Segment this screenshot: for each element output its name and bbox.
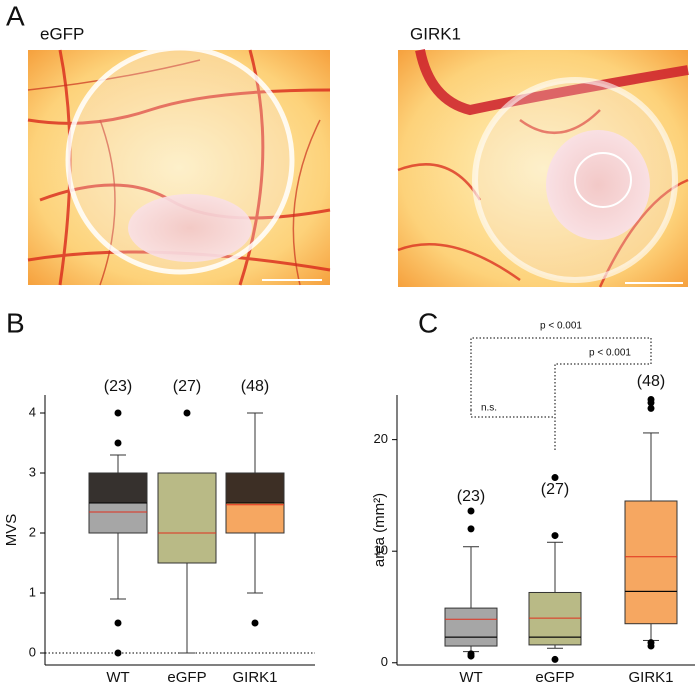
annotation: p < 0.001 (540, 321, 582, 332)
box-upper (444, 607, 498, 638)
x-tick-label: GIRK1 (628, 669, 673, 686)
y-tick-label: 3 (29, 464, 36, 479)
count-label: (48) (637, 373, 665, 390)
box-lower (444, 636, 498, 647)
outlier (467, 525, 475, 533)
box-upper (528, 591, 582, 638)
x-tick-label: GIRK1 (232, 669, 277, 686)
y-tick-label: 10 (374, 543, 388, 558)
count-label: (48) (241, 378, 269, 395)
outlier (183, 409, 191, 417)
count-label: (23) (457, 488, 485, 505)
count-label: (27) (541, 481, 569, 498)
outlier (647, 399, 655, 407)
outlier (114, 619, 122, 627)
y-tick-label: 0 (381, 654, 388, 669)
outlier (114, 649, 122, 657)
outlier (467, 652, 475, 660)
y-axis-label: area (mm²) (371, 493, 388, 567)
x-tick-label: eGFP (167, 669, 206, 686)
outlier (647, 404, 655, 412)
outlier (647, 642, 655, 650)
box-upper (624, 500, 678, 592)
x-tick-label: WT (459, 669, 482, 686)
x-tick-label: eGFP (535, 669, 574, 686)
box-upper (88, 472, 148, 504)
photo-girk1 (397, 48, 689, 288)
outlier (114, 439, 122, 447)
count-label: (23) (104, 378, 132, 395)
photo-label: GIRK1 (410, 24, 461, 43)
photo-egfp (27, 45, 331, 286)
box-lower (624, 590, 678, 625)
outlier (114, 409, 122, 417)
y-tick-label: 0 (29, 644, 36, 659)
box-lower (88, 502, 148, 534)
brackets (470, 337, 652, 450)
box-lower (528, 636, 582, 646)
panel-label: C (418, 307, 438, 338)
box-upper (157, 472, 217, 534)
photo-label: eGFP (40, 24, 84, 43)
outlier (251, 619, 259, 627)
count-label: (27) (173, 378, 201, 395)
box-upper (225, 472, 285, 504)
box-lower (157, 532, 217, 564)
outlier (551, 474, 559, 482)
box-lower (225, 502, 285, 534)
y-tick-label: 1 (29, 584, 36, 599)
y-tick-label: 20 (374, 431, 388, 446)
y-tick-label: 2 (29, 524, 36, 539)
y-tick-label: 4 (29, 404, 36, 419)
annotation: n.s. (481, 403, 497, 414)
y-axis-label: MVS (3, 514, 20, 547)
x-tick-label: WT (106, 669, 129, 686)
panel-label: B (6, 307, 25, 338)
outlier (551, 655, 559, 663)
outlier (551, 532, 559, 540)
panel-label: A (6, 0, 25, 31)
outlier (467, 507, 475, 515)
annotation: p < 0.001 (589, 348, 631, 359)
